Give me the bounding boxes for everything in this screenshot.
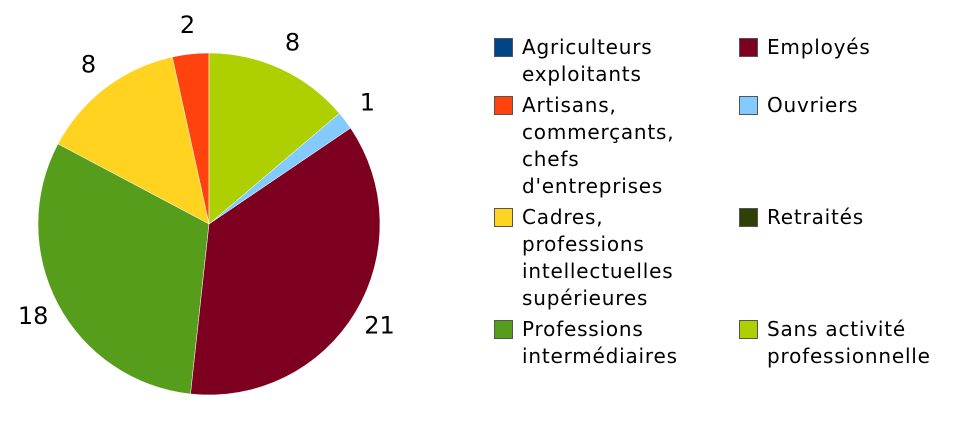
pie-slice (37, 143, 210, 395)
legend-item: Sans activité professionnelle (739, 316, 964, 370)
legend-label: Sans activité professionnelle (767, 317, 931, 368)
legend-swatch (739, 96, 758, 115)
legend-swatch (739, 208, 758, 227)
legend-item: Agriculteurs exploitants (494, 34, 739, 88)
data-label: 21 (364, 312, 395, 340)
data-label: 2 (180, 11, 195, 39)
legend-label: Artisans, commerçants, chefs d'entrepris… (522, 93, 675, 198)
legend-swatch (494, 38, 513, 57)
legend: Agriculteurs exploitants Artisans, commer… (494, 34, 964, 370)
legend-label: Retraités (767, 205, 864, 229)
legend-item: Ouvriers (739, 92, 964, 200)
data-label: 18 (18, 302, 49, 330)
legend-item: Employés (739, 34, 964, 88)
data-label: 8 (285, 28, 300, 56)
legend-swatch (739, 38, 758, 57)
legend-item: Retraités (739, 204, 964, 312)
legend-label: Ouvriers (767, 93, 859, 117)
legend-label: Employés (767, 35, 871, 59)
legend-item: Artisans, commerçants, chefs d'entrepris… (494, 92, 739, 200)
legend-swatch (494, 208, 513, 227)
data-label: 1 (360, 89, 375, 117)
data-label: 8 (81, 51, 96, 79)
legend-item: Cadres, professions intellectuelles supé… (494, 204, 739, 312)
legend-swatch (494, 320, 513, 339)
legend-swatch (494, 96, 513, 115)
legend-item: Professions intermédiaires (494, 316, 739, 370)
legend-label: Professions intermédiaires (522, 317, 678, 368)
pie-slice (57, 56, 210, 225)
pie-slice (208, 52, 340, 225)
legend-label: Agriculteurs exploitants (522, 35, 653, 86)
legend-swatch (739, 320, 758, 339)
pie-slice (190, 127, 381, 396)
legend-label: Cadres, professions intellectuelles supé… (522, 205, 674, 310)
